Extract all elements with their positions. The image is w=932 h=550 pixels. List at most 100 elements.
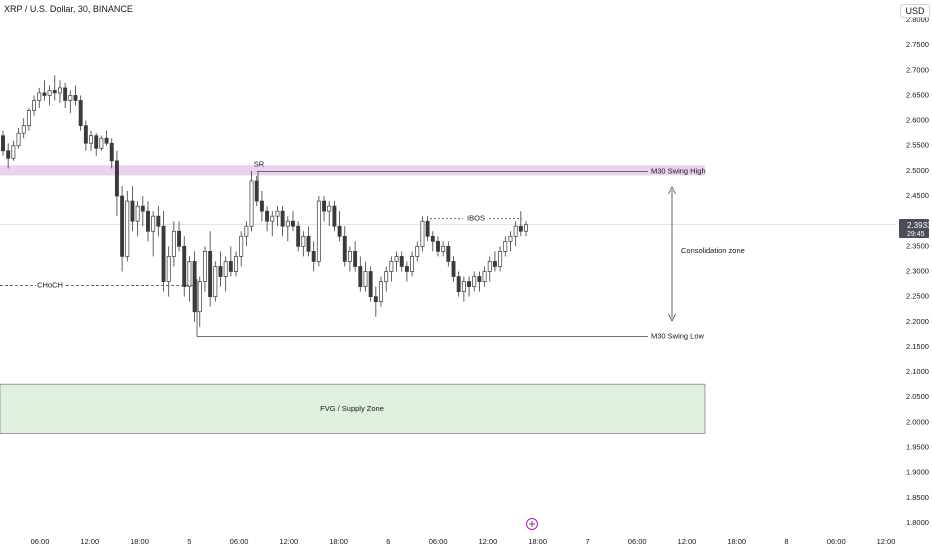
candle — [52, 75, 57, 101]
candle — [208, 231, 213, 307]
x-tick-label: 18:00 — [329, 537, 348, 546]
candle — [182, 236, 187, 297]
price-axis[interactable]: 2.8000 2.7500 2.7000 2.6500 2.6000 2.5500 2.50… — [897, 0, 932, 550]
x-tick-label: 6 — [386, 537, 390, 546]
x-tick-label: 8 — [784, 537, 788, 546]
candle — [99, 135, 104, 151]
time-axis[interactable]: 06:00 12:00 18:00 5 06:00 12:00 18:00 6 06:00 12:… — [31, 537, 896, 546]
candle — [472, 271, 477, 292]
y-tick-label: 2.5000 — [906, 166, 929, 175]
candle — [223, 256, 228, 292]
add-icon[interactable] — [526, 518, 538, 530]
y-tick-label: 2.3500 — [906, 241, 929, 250]
x-tick-label: 7 — [585, 537, 589, 546]
consolidation-arrow — [668, 186, 676, 322]
candle — [249, 170, 254, 232]
candles-layer — [1, 75, 528, 327]
candle — [259, 191, 264, 222]
candle — [11, 140, 16, 161]
y-tick-label: 1.9000 — [906, 468, 929, 477]
candle — [104, 130, 109, 146]
candle — [140, 196, 145, 227]
x-tick-label: 12:00 — [478, 537, 497, 546]
candle — [73, 85, 78, 106]
candle — [1, 130, 5, 156]
candle — [146, 201, 150, 242]
candle — [26, 108, 31, 131]
x-tick-label: 06:00 — [628, 537, 647, 546]
candle — [373, 286, 378, 317]
y-tick-label: 2.0500 — [906, 392, 929, 401]
candle — [327, 201, 332, 227]
candle — [192, 251, 197, 322]
y-tick-label: 2.8000 — [906, 15, 929, 24]
candle — [156, 206, 161, 237]
candle — [244, 221, 249, 247]
candle — [37, 87, 42, 109]
candle — [109, 138, 114, 169]
choch-label: CHoCH — [37, 281, 63, 290]
y-tick-label: 1.9500 — [906, 443, 929, 452]
sr-zone — [0, 165, 705, 176]
candle — [177, 221, 182, 252]
candle — [202, 246, 207, 292]
candle — [503, 236, 508, 257]
candle — [89, 130, 93, 151]
candle — [120, 185, 125, 272]
candle — [342, 226, 347, 267]
candle — [197, 276, 202, 327]
y-tick-label: 1.8500 — [906, 493, 929, 502]
candle — [306, 226, 311, 257]
candle — [234, 251, 238, 277]
y-tick-label: 2.0000 — [906, 417, 929, 426]
candle — [58, 80, 62, 103]
candle — [316, 196, 321, 267]
candle — [368, 266, 373, 302]
candle — [6, 143, 11, 169]
x-tick-label: 12:00 — [279, 537, 298, 546]
candle — [461, 276, 466, 302]
candle — [347, 246, 352, 272]
swing-high-label: M30 Swing High — [651, 166, 706, 175]
candle — [83, 120, 88, 151]
candle — [363, 261, 368, 292]
candle — [275, 206, 280, 227]
y-tick-label: 1.8000 — [906, 518, 929, 527]
candle — [130, 185, 135, 232]
candle — [379, 276, 383, 307]
candle — [524, 221, 528, 237]
candle — [389, 256, 394, 282]
candle — [410, 251, 415, 277]
candle — [151, 211, 156, 257]
sr-label: SR — [254, 159, 265, 168]
zones-layer: FVG / Supply Zone — [0, 165, 706, 434]
candle — [213, 261, 218, 302]
candle — [415, 241, 420, 262]
y-tick-label: 2.7500 — [906, 40, 929, 49]
candle — [32, 95, 37, 116]
x-tick-label: 18:00 — [727, 537, 746, 546]
candle — [228, 246, 233, 277]
levels-layer: M30 Swing High M30 Swing Low CHoCH SR IB… — [0, 159, 706, 340]
fvg-supply-zone — [0, 383, 706, 434]
y-tick-label: 2.1500 — [906, 342, 929, 351]
currency-button[interactable]: USD — [900, 4, 930, 18]
candle — [78, 95, 83, 131]
x-tick-label: 18:00 — [130, 537, 149, 546]
x-tick-label: 06:00 — [827, 537, 846, 546]
candle — [477, 271, 482, 292]
x-tick-label: 06:00 — [230, 537, 249, 546]
current-price-value: 2.3933 — [907, 221, 932, 230]
candle — [47, 85, 52, 106]
y-tick-label: 2.7000 — [906, 65, 929, 74]
candle — [166, 246, 171, 297]
current-price-badge: 2.3933 29:45 — [899, 219, 932, 238]
candle — [508, 231, 513, 252]
candle — [68, 90, 73, 114]
candle — [270, 211, 275, 237]
candle — [404, 261, 409, 282]
candle — [16, 128, 21, 149]
candle — [291, 211, 295, 232]
candle — [21, 118, 26, 139]
